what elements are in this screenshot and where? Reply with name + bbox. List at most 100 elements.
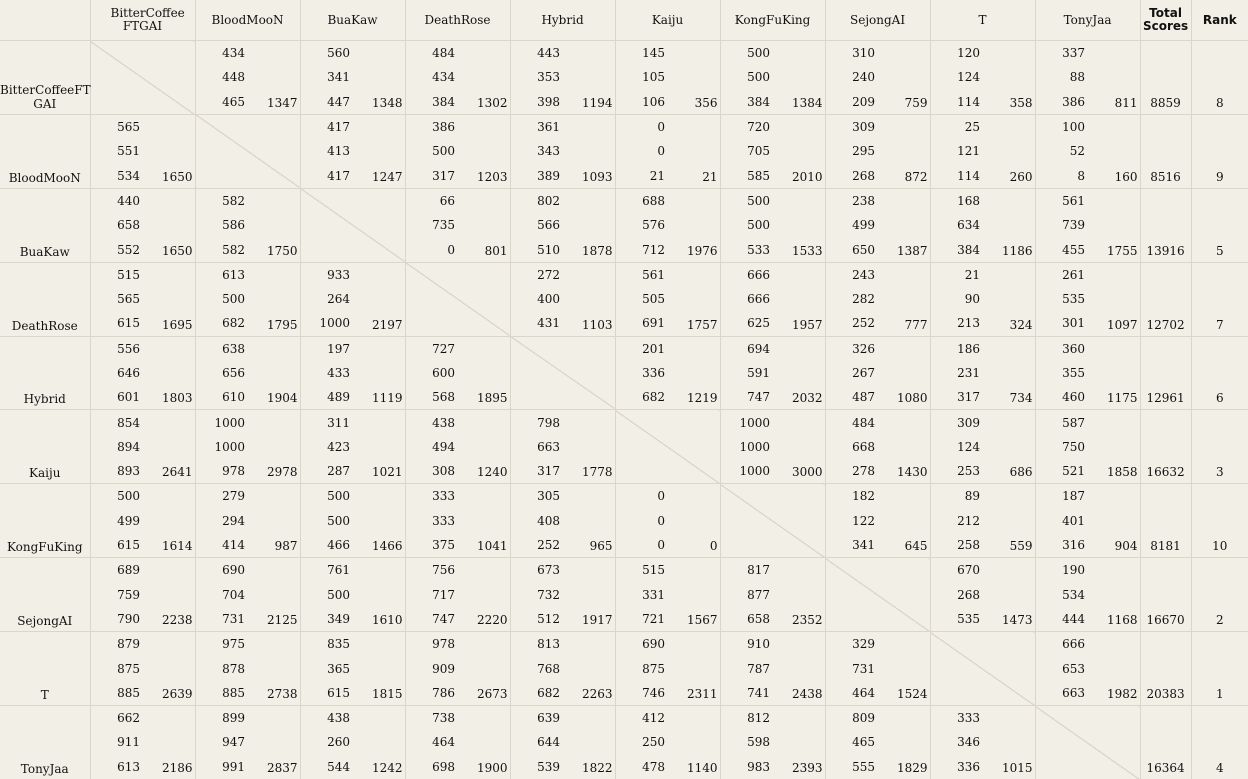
round-score: 991 [194, 754, 249, 779]
match-total: 801 [458, 187, 511, 263]
match-total: 1567 [668, 557, 721, 632]
total-score: 20383 [1139, 631, 1192, 706]
round-score: 565 [89, 286, 143, 312]
header-row: BitterCoffee FTGAI BloodMooN BuaKaw DeathRo… [0, 0, 1248, 41]
round-score: 835 [299, 631, 354, 657]
round-score: 500 [719, 40, 774, 66]
round-score: 735 [404, 213, 459, 238]
round-score: 727 [404, 335, 459, 361]
round-score: 434 [404, 65, 459, 90]
table-row: 499 294 500 333 408 0 122 212 401 [0, 508, 1248, 533]
round-score: 582 [194, 187, 249, 214]
round-score: 587 [1034, 409, 1089, 435]
round-score: 682 [614, 385, 669, 410]
table-row: 646 656 433 600 336 591 267 231 355 [0, 360, 1248, 386]
round-score: 295 [824, 139, 879, 164]
match-total: 2639 [143, 631, 196, 706]
round-score: 500 [89, 483, 143, 509]
round-score: 384 [929, 237, 984, 263]
match-total: 965 [563, 483, 616, 558]
table-row: 911 947 260 464 644 250 598 465 346 [0, 730, 1248, 755]
column-header: Hybrid [509, 0, 616, 41]
match-total: 2393 [773, 705, 826, 779]
round-score: 1000 [299, 311, 354, 337]
match-total: 2197 [353, 261, 406, 337]
round-score: 688 [614, 187, 669, 214]
round-score: 252 [824, 311, 879, 337]
self-match-diagonal-cell [299, 187, 406, 263]
round-score: 560 [299, 40, 354, 66]
match-total: 1900 [458, 705, 511, 779]
round-score: 1000 [719, 434, 774, 460]
round-score: 353 [509, 65, 564, 90]
round-score: 911 [89, 730, 143, 755]
match-total: 2738 [248, 631, 301, 706]
match-total: 1021 [353, 409, 406, 484]
match-total: 1695 [143, 261, 196, 337]
round-score: 89 [929, 483, 984, 509]
round-score: 1000 [719, 459, 774, 484]
round-score: 282 [824, 286, 879, 312]
round-score: 500 [719, 187, 774, 214]
round-score: 433 [299, 360, 354, 386]
match-total: 324 [983, 261, 1036, 337]
match-total: 1829 [878, 705, 931, 779]
round-score: 268 [824, 163, 879, 189]
match-total: 2352 [773, 557, 826, 632]
round-score: 568 [404, 385, 459, 410]
round-score: 267 [824, 360, 879, 386]
round-score: 375 [404, 532, 459, 558]
round-score: 666 [1034, 631, 1089, 657]
round-score: 732 [509, 582, 564, 607]
round-score: 21 [929, 261, 984, 287]
match-total: 1140 [668, 705, 721, 779]
match-total: 2032 [773, 335, 826, 410]
round-score: 500 [719, 65, 774, 90]
match-total: 2125 [248, 557, 301, 632]
row-team-name: Kaiju [0, 409, 90, 484]
round-score: 443 [509, 40, 564, 66]
match-total: 1247 [353, 113, 406, 189]
round-score: 510 [509, 237, 564, 263]
total-score: 8516 [1139, 113, 1192, 189]
round-score: 670 [929, 557, 984, 583]
round-score: 877 [719, 582, 774, 607]
round-score: 279 [194, 483, 249, 509]
table-row: 551 413 500 343 0 705 295 121 52 [0, 139, 1248, 164]
round-score: 25 [929, 113, 984, 140]
round-score: 663 [1034, 680, 1089, 706]
round-score: 878 [194, 656, 249, 681]
self-match-diagonal-cell [824, 557, 931, 632]
match-total: 2978 [248, 409, 301, 484]
round-score: 122 [824, 508, 879, 533]
round-score: 813 [509, 631, 564, 657]
round-score: 0 [614, 113, 669, 140]
round-score: 644 [509, 730, 564, 755]
row-team-name: Hybrid [0, 335, 90, 410]
round-score: 487 [824, 385, 879, 410]
round-score: 460 [1034, 385, 1089, 410]
round-score: 739 [1034, 213, 1089, 238]
self-match-diagonal-cell [509, 335, 616, 410]
round-score: 534 [89, 163, 143, 189]
round-score: 656 [194, 360, 249, 386]
round-score: 586 [194, 213, 249, 238]
row-team-name: BuaKaw [0, 187, 90, 263]
match-total: 1302 [458, 40, 511, 115]
match-total: 2641 [143, 409, 196, 484]
round-score: 879 [89, 631, 143, 657]
round-score: 634 [929, 213, 984, 238]
round-score: 238 [824, 187, 879, 214]
round-score: 305 [509, 483, 564, 509]
round-score: 910 [719, 631, 774, 657]
table-row: 885 885 615 786 682 746 741 464 663 [0, 680, 1248, 706]
match-total: 1473 [983, 557, 1036, 632]
round-score: 539 [509, 754, 564, 779]
match-total: 1757 [668, 261, 721, 337]
round-score: 731 [824, 656, 879, 681]
row-team-name: BitterCoffeeFT GAI [0, 40, 91, 115]
round-score: 145 [614, 40, 669, 66]
total-score: 16670 [1139, 557, 1192, 632]
round-score: 638 [194, 335, 249, 361]
round-score: 0 [614, 139, 669, 164]
